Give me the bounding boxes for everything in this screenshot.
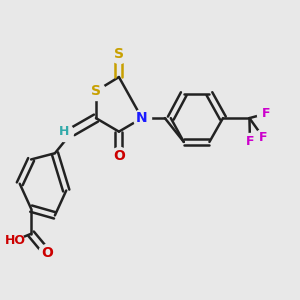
- Text: S: S: [91, 84, 101, 98]
- Text: H: H: [59, 125, 70, 138]
- Text: HO: HO: [4, 234, 26, 247]
- Text: F: F: [259, 131, 268, 144]
- Text: O: O: [113, 149, 125, 163]
- Text: F: F: [246, 135, 254, 148]
- Text: F: F: [262, 107, 270, 120]
- Text: O: O: [41, 246, 53, 260]
- Text: S: S: [114, 47, 124, 61]
- Text: N: N: [136, 111, 148, 125]
